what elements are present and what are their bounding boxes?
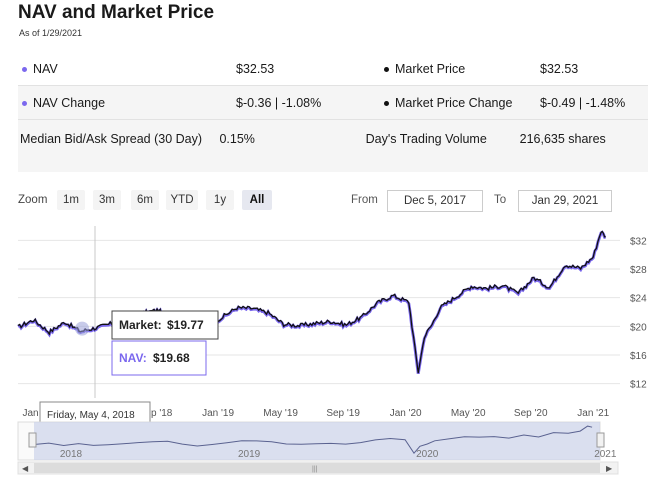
scroll-right-arrow-icon[interactable]: ▶ xyxy=(606,464,613,473)
x-tick-label: Jan '19 xyxy=(202,408,234,419)
nav-change-dot-icon xyxy=(22,100,27,106)
navigator-year-label: 2021 xyxy=(594,449,617,460)
scrollbar-thumb[interactable] xyxy=(34,463,600,473)
zoom-1y-button[interactable]: 1y xyxy=(206,190,234,210)
market-price-label: Market Price xyxy=(395,61,466,76)
y-tick-label: $12 xyxy=(630,380,647,391)
tooltip-nav-label: NAV: xyxy=(119,351,147,365)
x-tick-label: Jan xyxy=(22,408,38,419)
navigator-series-line xyxy=(33,425,593,455)
nav-series-line xyxy=(17,230,607,374)
stats-grid: NAV $32.53 Market Price $32.53 NAV Chang… xyxy=(18,52,648,172)
y-tick-label: $20 xyxy=(630,322,647,333)
nav-change-label: NAV Change xyxy=(33,95,106,110)
tooltip-market-label: Market: xyxy=(119,318,162,332)
spread-value: 0.15% xyxy=(219,132,255,146)
tooltip-market-value: $19.77 xyxy=(167,318,204,332)
y-tick-label: $32 xyxy=(630,236,647,247)
nav-value: $32.53 xyxy=(236,61,275,76)
scrollbar-grip-icon[interactable]: ||| xyxy=(312,466,318,473)
zoom-6m-button[interactable]: 6m xyxy=(131,190,159,210)
market-change-label: Market Price Change xyxy=(395,95,513,110)
x-tick-label: May '19 xyxy=(263,408,298,419)
page-title: NAV and Market Price xyxy=(18,2,215,23)
volume-value: 216,635 shares xyxy=(519,132,606,146)
x-tick-label: Jan '20 xyxy=(390,408,422,419)
tooltip-nav: NAV: $19.68 xyxy=(111,340,207,376)
zoom-1m-button[interactable]: 1m xyxy=(57,190,85,210)
tooltip-nav-value: $19.68 xyxy=(153,351,190,365)
tooltip-market: Market: $19.77 xyxy=(111,310,219,340)
market-price-value: $32.53 xyxy=(540,61,579,76)
nav-label: NAV xyxy=(33,61,58,76)
scrollbar[interactable]: ◀ ▶ ||| xyxy=(17,461,619,475)
x-tick-label: Sep '19 xyxy=(326,408,360,419)
navigator-year-label: 2020 xyxy=(416,449,439,460)
navigator-selection[interactable] xyxy=(34,422,600,460)
y-axis: $12 $16 $20 $24 $28 $32 xyxy=(630,236,647,390)
x-tick-label: Jan '21 xyxy=(577,408,609,419)
navigator-year-label: 2018 xyxy=(60,449,83,460)
market-change-dot-icon xyxy=(384,100,389,106)
market-dot-icon xyxy=(384,66,389,72)
from-date-input[interactable]: Dec 5, 2017 xyxy=(387,190,483,212)
stats-row-change: NAV Change $-0.36 | -1.08% Market Price … xyxy=(18,86,648,120)
x-tick-label: May '20 xyxy=(451,408,486,419)
navigator-left-handle[interactable] xyxy=(28,432,37,448)
stats-row-spread: Median Bid/Ask Spread (30 Day) 0.15% Day… xyxy=(18,120,648,172)
zoom-label: Zoom xyxy=(18,194,48,206)
navigator-right-handle[interactable] xyxy=(596,432,605,448)
x-tick-label: Sep '18 xyxy=(139,408,173,419)
zoom-toolbar: Zoom 1m 3m 6m YTD 1y All From Dec 5, 201… xyxy=(18,190,618,212)
navigator-year-label: 2019 xyxy=(238,449,261,460)
y-tick-label: $24 xyxy=(630,294,647,305)
market-series-line xyxy=(17,230,606,374)
zoom-3m-button[interactable]: 3m xyxy=(93,190,121,210)
gridlines xyxy=(18,239,620,385)
from-label: From xyxy=(351,194,378,206)
zoom-all-button[interactable]: All xyxy=(242,190,272,210)
scroll-left-arrow-icon[interactable]: ◀ xyxy=(22,464,29,473)
as-of-date: As of 1/29/2021 xyxy=(19,28,83,38)
nav-change-value: $-0.36 | -1.08% xyxy=(236,95,322,110)
y-tick-label: $28 xyxy=(630,265,647,276)
y-tick-label: $16 xyxy=(630,351,647,362)
market-change-value: $-0.49 | -1.48% xyxy=(540,95,626,110)
volume-label: Day's Trading Volume xyxy=(365,132,487,146)
x-tick-label: Sep '20 xyxy=(514,408,548,419)
spread-label: Median Bid/Ask Spread (30 Day) xyxy=(20,132,203,146)
stats-row-price: NAV $32.53 Market Price $32.53 xyxy=(18,52,648,86)
nav-highlight-point xyxy=(75,321,90,336)
zoom-ytd-button[interactable]: YTD xyxy=(166,190,198,210)
to-date-input[interactable]: Jan 29, 2021 xyxy=(518,190,612,212)
tooltip-date-text: Friday, May 4, 2018 xyxy=(47,410,135,421)
to-label: To xyxy=(494,194,507,206)
nav-dot-icon xyxy=(22,66,27,72)
navigator[interactable]: 2018 2019 2020 2021 xyxy=(17,421,617,461)
